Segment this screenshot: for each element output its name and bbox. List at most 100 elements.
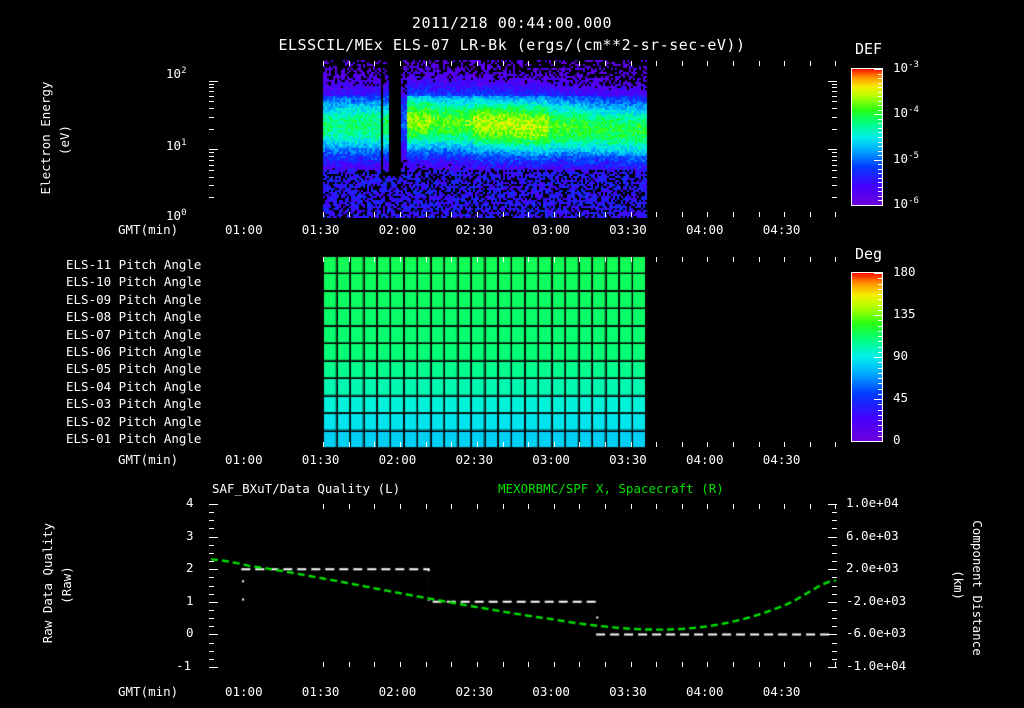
colorbar-tick [878,164,883,165]
els-row-label: ELS-03 Pitch Angle [66,396,202,411]
bottom-ytick-right: -6.0e+03 [846,625,907,640]
xtick-label: 01:00 [224,452,263,467]
colorbar-tick [874,160,883,161]
colorbar-label: 0 [893,432,901,447]
colorbar-tick [878,425,883,426]
colorbar-tick [878,320,883,321]
bottom-line-canvas [208,503,838,668]
bottom-ylabel-right-line1: Component Distance [970,520,985,656]
colorbar-tick [878,362,883,363]
xtick-label: 04:00 [685,452,724,467]
bottom-ytick-right: 2.0e+03 [846,560,899,575]
colorbar-tick [878,87,883,88]
colorbar-tick [878,420,883,421]
bottom-ytick-right: 1.0e+04 [846,495,899,510]
xtick-label: 01:00 [224,684,263,699]
xtick-label: 04:30 [762,684,801,699]
els-row-label: ELS-08 Pitch Angle [66,309,202,324]
colorbar-tick [878,278,883,279]
els-row-label: ELS-09 Pitch Angle [66,292,202,307]
top-xlabel: GMT(min) [118,222,179,237]
page-subtitle: ELSSCIL/MEx ELS-07 LR-Bk (ergs/(cm**2-sr… [0,36,1024,54]
colorbar-label: 10-4 [893,105,919,121]
top-ytick-0: 100 [166,208,187,224]
els-row-label: ELS-11 Pitch Angle [66,257,202,272]
colorbar-tick [878,173,883,174]
spectrogram-panel [208,60,838,218]
colorbar-tick [874,399,883,400]
xtick-label: 02:00 [378,452,417,467]
xtick-label: 01:30 [301,222,340,237]
colorbar-tick [878,389,883,390]
colorbar-tick [878,169,883,170]
els-row-label: ELS-10 Pitch Angle [66,274,202,289]
colorbar-tick [878,178,883,179]
colorbar-label: 45 [893,390,909,405]
xtick-label: 04:00 [685,684,724,699]
colorbar-tick [878,347,883,348]
colorbar-tick [878,341,883,342]
colorbar-tick [878,191,883,192]
xtick-label: 01:30 [301,452,340,467]
top-ytick-exp-0: 0 [181,208,187,218]
colorbar-tick [878,83,883,84]
colorbar-tick [878,182,883,183]
els-row-label: ELS-05 Pitch Angle [66,361,202,376]
colorbar-tick [878,404,883,405]
xtick-label: 03:30 [609,452,647,467]
colorbar-tick [878,368,883,369]
bottom-ytick-left: 1 [186,593,194,608]
colorbar-tick [878,394,883,395]
colorbar-tick [874,441,883,442]
colorbar-tick [878,92,883,93]
colorbar-tick [878,96,883,97]
colorbar-tick [878,294,883,295]
xtick-label: 03:30 [609,684,647,699]
colorbar-tick [874,205,883,206]
colorbar-tick [878,299,883,300]
bottom-ytick-left: 3 [186,528,194,543]
xtick-label: 02:00 [378,684,417,699]
colorbar-tick [878,151,883,152]
bottom-ytick-left: 4 [186,495,194,510]
colorbar-tick [878,336,883,337]
xtick-label: 03:30 [609,222,647,237]
colorbar-tick [878,155,883,156]
colorbar-label: 90 [893,348,909,363]
colorbar-label: 180 [893,264,916,279]
colorbar-label: 135 [893,306,916,321]
colorbar-label: 10-6 [893,196,919,212]
colorbar-tick [878,289,883,290]
colorbar-tick [878,415,883,416]
xtick-label: 01:30 [301,684,340,699]
xtick-label: 04:00 [685,222,724,237]
xtick-label: 03:00 [532,222,570,237]
colorbar-tick [878,284,883,285]
colorbar-tick [874,69,883,70]
xtick-label: 01:00 [224,222,263,237]
colorbar-label: 10-5 [893,151,919,167]
colorbar-tick [878,352,883,353]
bottom-ylabel-left-line2: (Raw) [59,566,74,604]
bottom-ytick-left: 2 [186,560,194,575]
colorbar-label: 10-3 [893,60,919,76]
bottom-ytick-left: -1 [176,658,192,673]
top-ylabel-line2: (eV) [57,124,72,156]
colorbar-tick [878,78,883,79]
colorbar-tick [878,110,883,111]
title-datetime: 2011/218 00:44:00.000 [411,14,613,32]
colorbar-tick [874,315,883,316]
xtick-label: 04:30 [762,222,801,237]
els-row-label: ELS-04 Pitch Angle [66,379,202,394]
colorbar-tick [878,436,883,437]
colorbar-tick [878,196,883,197]
colorbar-tick [878,378,883,379]
colorbar-tick [874,273,883,274]
bottom-xlabel: GMT(min) [118,684,179,699]
xtick-label: 02:00 [378,222,417,237]
page-title: 2011/218 00:44:00.000 [0,14,1024,32]
colorbar-tick [878,373,883,374]
colorbar-tick [878,410,883,411]
colorbar-tick [878,128,883,129]
els-row-label: ELS-02 Pitch Angle [66,414,202,429]
